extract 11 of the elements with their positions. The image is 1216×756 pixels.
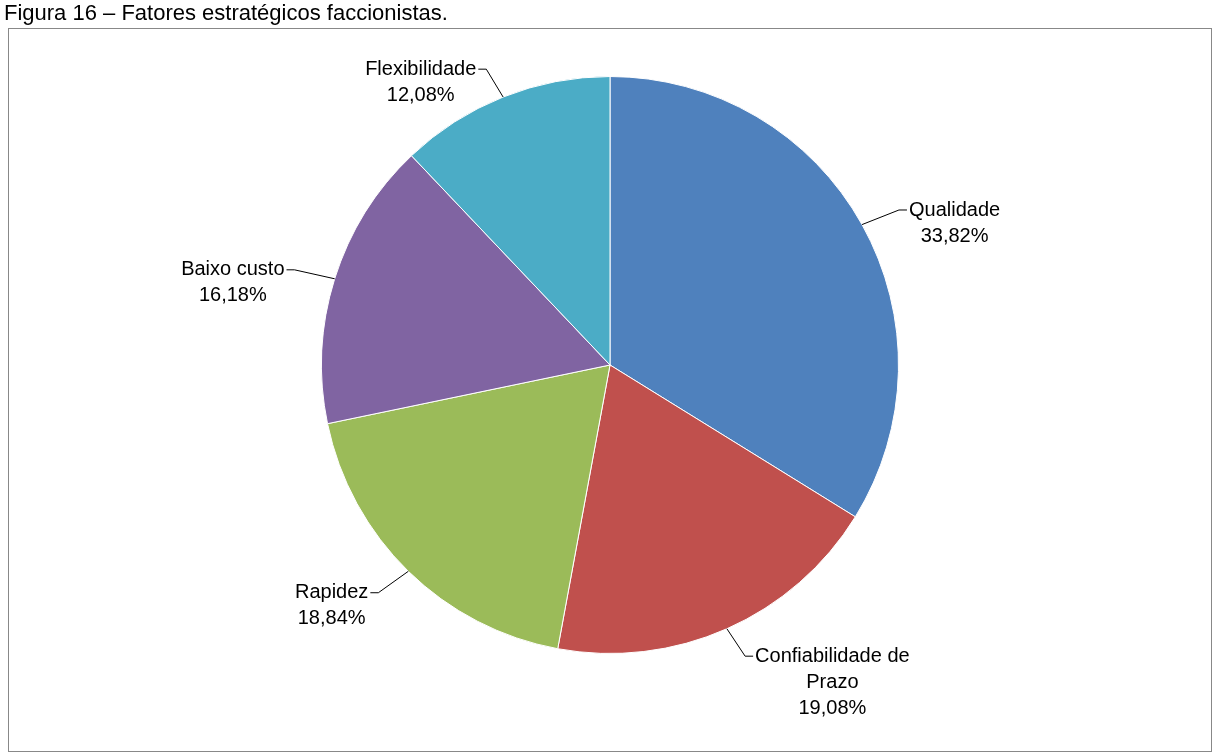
slice-label: Rapidez (294, 580, 369, 603)
slice-label: Confiabilidade de Prazo (755, 643, 910, 692)
data-label: 12,08% (386, 82, 455, 105)
chart-title: Figura 16 – Fatores estratégicos faccionistas. (4, 0, 448, 26)
slice-label: Flexibilidade (365, 56, 477, 79)
slice-label: Qualidade (908, 197, 1001, 220)
data-label: 33,82% (920, 223, 989, 246)
data-label: 16,18% (198, 283, 267, 306)
slice-label: Baixo custo (181, 257, 285, 280)
data-label: 19,08% (798, 695, 867, 718)
data-label: 18,84% (297, 606, 366, 629)
